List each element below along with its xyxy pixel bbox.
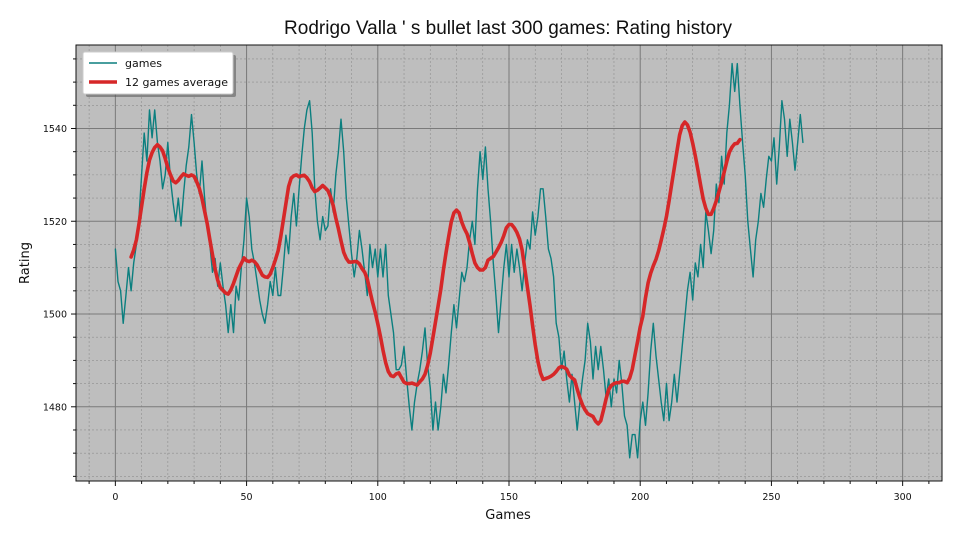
x-axis: 0 50 100 150 200 250 300 bbox=[88, 481, 930, 503]
series-layer bbox=[114, 62, 804, 459]
major-gridlines bbox=[76, 45, 942, 481]
legend-label-average: 12 games average bbox=[125, 76, 228, 89]
legend: games 12 games average bbox=[82, 51, 236, 97]
x-tick-label: 100 bbox=[369, 492, 387, 503]
legend-label-games: games bbox=[125, 57, 162, 70]
x-tick-label: 200 bbox=[631, 492, 649, 503]
x-tick-label: 300 bbox=[894, 492, 912, 503]
series-games-line bbox=[114, 62, 804, 459]
chart-title: Rodrigo Valla ' s bullet last 300 games:… bbox=[284, 18, 732, 39]
y-tick-label: 1480 bbox=[43, 402, 67, 413]
x-tick-label: 250 bbox=[762, 492, 780, 503]
legend-box bbox=[82, 51, 234, 95]
y-tick-label: 1520 bbox=[43, 217, 67, 228]
x-tick-label: 50 bbox=[241, 492, 253, 503]
y-axis-label: Rating bbox=[18, 242, 33, 284]
x-tick-label: 0 bbox=[112, 492, 118, 503]
y-tick-label: 1540 bbox=[43, 124, 67, 135]
x-tick-label: 150 bbox=[500, 492, 518, 503]
y-axis: 1480 1500 1520 1540 bbox=[43, 58, 76, 477]
y-tick-label: 1500 bbox=[43, 310, 67, 321]
x-axis-label: Games bbox=[485, 508, 531, 523]
series-average-line bbox=[129, 120, 742, 426]
